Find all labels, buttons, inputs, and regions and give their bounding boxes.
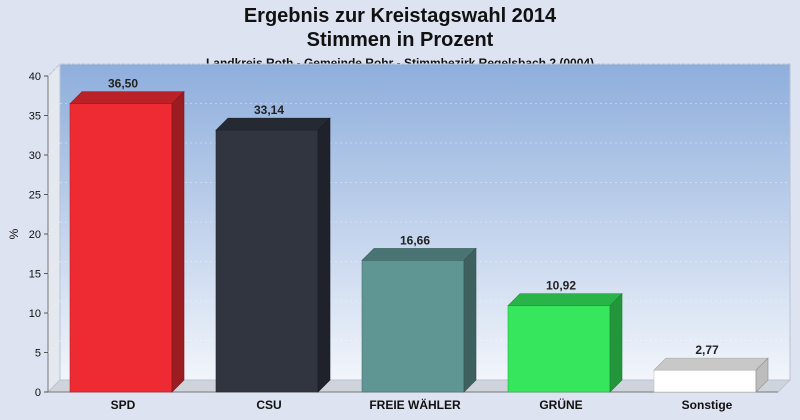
y-tick-label: 40 [29,71,41,83]
bar-csu [215,117,331,393]
bar-front [507,305,611,393]
bar-gr-ne [507,293,623,393]
y-tick-label: 30 [29,150,41,162]
y-tick-label: 10 [29,308,41,320]
bar-sonstige [653,357,769,393]
x-category-label: FREIE WÄHLER [369,397,461,412]
bar-top [69,91,185,104]
y-tick-label: 25 [29,190,41,202]
bar-freie-w-hler [361,247,477,393]
bar-top [653,357,769,371]
bar-side [463,247,477,393]
chart-title-line1: Ergebnis zur Kreistagswahl 2014 [243,5,557,27]
bar-front [361,260,465,393]
bar-front [215,129,319,393]
chart-title-line2: Stimmen in Prozent [306,29,494,51]
bars [69,90,769,393]
y-axis-ticks: 0 5 10 15 20 25 30 35 40 [29,71,48,399]
data-labels: 36,50 33,14 16,66 10,92 2,77 [108,77,719,357]
bar-top [361,248,477,261]
x-category-label: CSU [256,398,281,412]
bar-spd [69,90,185,393]
bar-side [317,117,331,393]
bar-side [755,357,769,393]
y-tick-label: 35 [29,111,41,123]
bar-side [171,90,185,393]
data-label: 10,92 [546,279,576,293]
bar-top [215,117,331,131]
data-label: 2,77 [695,343,719,357]
x-category-label: GRÜNE [539,397,582,412]
bar-top [507,293,623,307]
bar-front [69,103,173,393]
data-label: 16,66 [400,233,430,247]
y-tick-label: 5 [35,348,41,360]
y-axis-label: % [7,228,21,239]
data-label: 33,14 [254,103,284,117]
y-tick-label: 0 [35,387,41,399]
x-category-label: Sonstige [682,398,733,412]
y-tick-label: 20 [29,229,41,241]
x-axis-categories: SPD CSU FREIE WÄHLER GRÜNE Sonstige [111,397,733,412]
x-category-label: SPD [111,398,136,412]
data-label: 36,50 [108,77,138,91]
plot-left-wall [47,62,61,394]
bar-side [609,293,623,393]
y-tick-label: 15 [29,269,41,281]
bar-front [653,369,757,393]
